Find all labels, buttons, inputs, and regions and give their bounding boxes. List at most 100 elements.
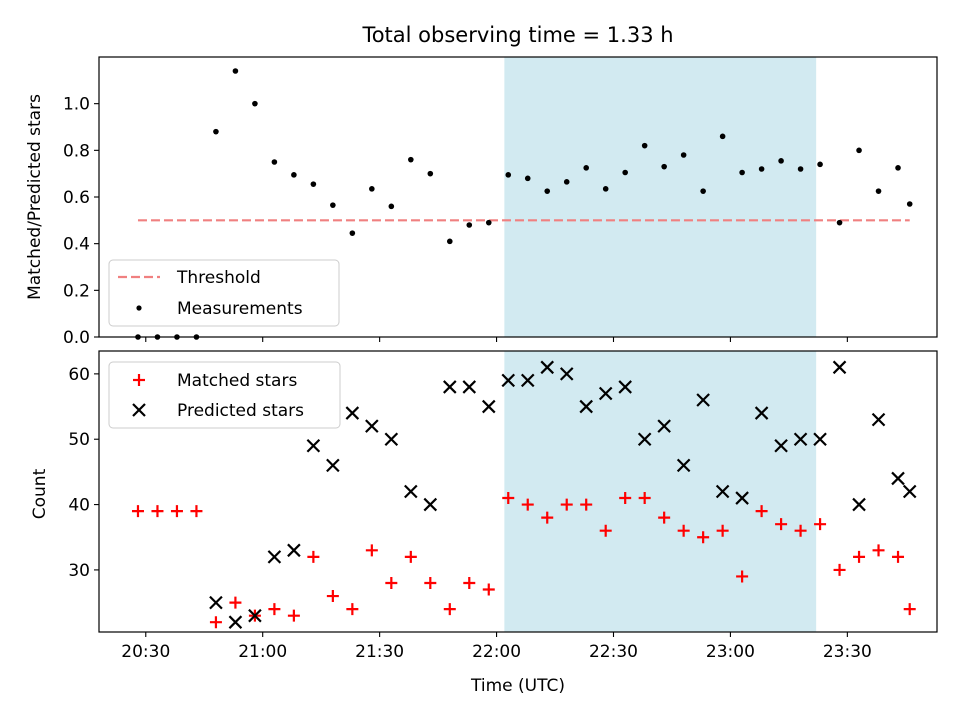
bottom-x-ticks: 20:30 21:00 21:30 22:00 22:30 23:00 23:30 — [121, 632, 872, 662]
measurement-point — [330, 202, 336, 208]
legend-measurements-swatch — [136, 305, 142, 311]
predicted-star-marker — [462, 380, 477, 394]
matched-star-marker — [326, 590, 339, 603]
matched-star-marker — [365, 544, 378, 557]
legend-threshold-label: Threshold — [176, 268, 261, 288]
top-y-tick-label: 0.2 — [63, 281, 90, 301]
measurement-point — [622, 169, 628, 176]
bottom-axes-frame — [98, 350, 938, 633]
top-highlight-span — [504, 57, 817, 337]
predicted-star-marker — [579, 399, 593, 414]
predicted-star-marker — [715, 484, 730, 499]
predicted-star-marker — [287, 543, 301, 558]
matched-star-marker — [151, 505, 164, 518]
matched-star-marker — [385, 576, 398, 589]
predicted-star-marker — [345, 406, 360, 420]
matched-star-marker — [903, 603, 916, 616]
predicted-star-marker — [228, 615, 243, 629]
predicted-star-marker — [365, 419, 379, 433]
predicted-star-marker — [384, 432, 399, 446]
matched-star-marker — [892, 550, 905, 563]
measurement-point — [856, 147, 862, 154]
matched-star-marker — [580, 498, 593, 511]
predicted-star-marker — [618, 380, 632, 394]
predicted-star-marker — [404, 484, 418, 499]
x-tick-label: 23:00 — [706, 642, 755, 662]
matched-star-marker — [482, 583, 495, 596]
matched-star-marker — [736, 570, 749, 583]
measurement-point — [739, 169, 745, 176]
predicted-star-marker — [902, 484, 917, 499]
measurement-point — [544, 188, 551, 194]
measurement-point — [661, 163, 667, 170]
top-y-tick-label: 0.0 — [63, 328, 90, 348]
measurement-point — [252, 100, 258, 107]
bottom-y-tick-label: 50 — [68, 430, 90, 450]
predicted-star-marker — [248, 608, 262, 623]
bottom-legend: Matched stars Predicted stars — [108, 361, 341, 429]
predicted-star-marker — [326, 458, 340, 473]
matched-star-marker — [502, 492, 515, 505]
matched-star-marker — [209, 616, 222, 629]
matched-star-marker — [190, 505, 203, 518]
matched-star-marker — [697, 531, 710, 544]
top-y-tick-label: 0.8 — [63, 141, 90, 161]
measurement-point — [875, 188, 882, 194]
legend-predicted-label: Predicted stars — [177, 401, 304, 421]
measurement-point — [680, 152, 687, 158]
bottom-plot-layer — [131, 351, 917, 632]
measurement-point — [895, 165, 901, 171]
x-tick-label: 21:30 — [355, 642, 404, 662]
measurement-point — [797, 166, 804, 172]
matched-star-marker — [560, 498, 573, 511]
matched-star-marker — [814, 518, 827, 531]
predicted-star-marker — [598, 386, 613, 401]
predicted-star-marker — [209, 595, 223, 610]
matched-star-marker — [424, 576, 437, 589]
x-tick-label: 22:30 — [589, 642, 638, 662]
measurement-point — [408, 156, 414, 163]
predicted-star-marker — [774, 438, 788, 453]
matched-star-marker — [794, 524, 807, 537]
measurement-point — [906, 201, 913, 207]
matched-star-marker — [521, 498, 534, 511]
predicted-star-marker — [696, 393, 710, 407]
top-y-tick-label: 0.6 — [63, 188, 90, 208]
figure-title: Total observing time = 1.33 h — [361, 23, 673, 47]
measurement-point — [466, 222, 473, 228]
measurement-point — [369, 186, 375, 192]
top-plot-layer — [135, 57, 913, 340]
measurement-point — [446, 238, 453, 245]
measurement-point — [505, 172, 512, 178]
predicted-star-marker — [540, 360, 555, 375]
matched-star-marker — [443, 603, 456, 616]
top-legend-box — [108, 259, 340, 327]
matched-star-marker — [307, 550, 320, 563]
matched-star-marker — [541, 511, 554, 524]
bottom-panel: Count Time (UTC) 30 40 50 60 20:30 21:00 21:3… — [30, 350, 938, 696]
legend-predicted-swatch — [132, 403, 146, 417]
predicted-star-marker — [637, 432, 652, 446]
legend-matched-label: Matched stars — [177, 371, 297, 391]
measurement-point — [641, 142, 648, 149]
measurement-point — [310, 181, 317, 187]
predicted-star-marker — [676, 458, 691, 473]
measurement-point — [213, 128, 219, 135]
predicted-star-marker — [871, 412, 886, 427]
measurement-point — [291, 172, 297, 178]
matched-star-marker — [638, 492, 651, 505]
matched-star-marker — [404, 550, 417, 563]
measurement-point — [427, 170, 434, 177]
matched-star-marker — [833, 563, 846, 576]
matched-star-marker — [268, 603, 281, 616]
predicted-star-marker — [657, 419, 671, 433]
predicted-star-marker — [306, 438, 321, 453]
measurement-point — [602, 186, 609, 192]
top-legend: Threshold Measurements — [108, 259, 340, 327]
measurement-point — [719, 133, 726, 140]
bottom-highlight-span — [504, 351, 817, 632]
bottom-y-tick-label: 30 — [68, 561, 90, 581]
measurement-point — [349, 230, 356, 236]
top-y-ticks: 0.0 0.2 0.4 0.6 0.8 1.0 — [63, 95, 99, 348]
